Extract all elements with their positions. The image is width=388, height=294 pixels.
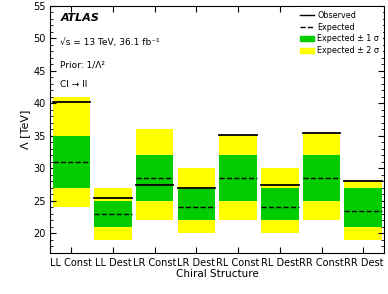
Bar	[178, 188, 215, 220]
Text: CI → ll: CI → ll	[61, 80, 88, 89]
Bar	[52, 97, 90, 207]
Bar	[136, 129, 173, 220]
Bar	[178, 168, 215, 233]
Text: Prior: 1/Λ²: Prior: 1/Λ²	[61, 60, 106, 69]
Bar	[219, 136, 257, 220]
Legend: Observed, Expected, Expected ± 1 σ, Expected ± 2 σ: Observed, Expected, Expected ± 1 σ, Expe…	[296, 7, 383, 59]
Bar	[345, 181, 382, 240]
Bar	[261, 168, 299, 233]
Text: ATLAS: ATLAS	[61, 13, 99, 23]
Bar	[303, 155, 340, 201]
Bar	[345, 188, 382, 227]
Bar	[219, 155, 257, 201]
Bar	[94, 188, 132, 240]
Text: √s = 13 TeV, 36.1 fb⁻¹: √s = 13 TeV, 36.1 fb⁻¹	[61, 38, 160, 47]
Bar	[303, 133, 340, 220]
Bar	[94, 201, 132, 227]
Bar	[261, 188, 299, 220]
Bar	[136, 155, 173, 201]
Bar	[52, 136, 90, 188]
X-axis label: Chiral Structure: Chiral Structure	[176, 269, 259, 279]
Y-axis label: Λ [TeV]: Λ [TeV]	[20, 110, 30, 149]
